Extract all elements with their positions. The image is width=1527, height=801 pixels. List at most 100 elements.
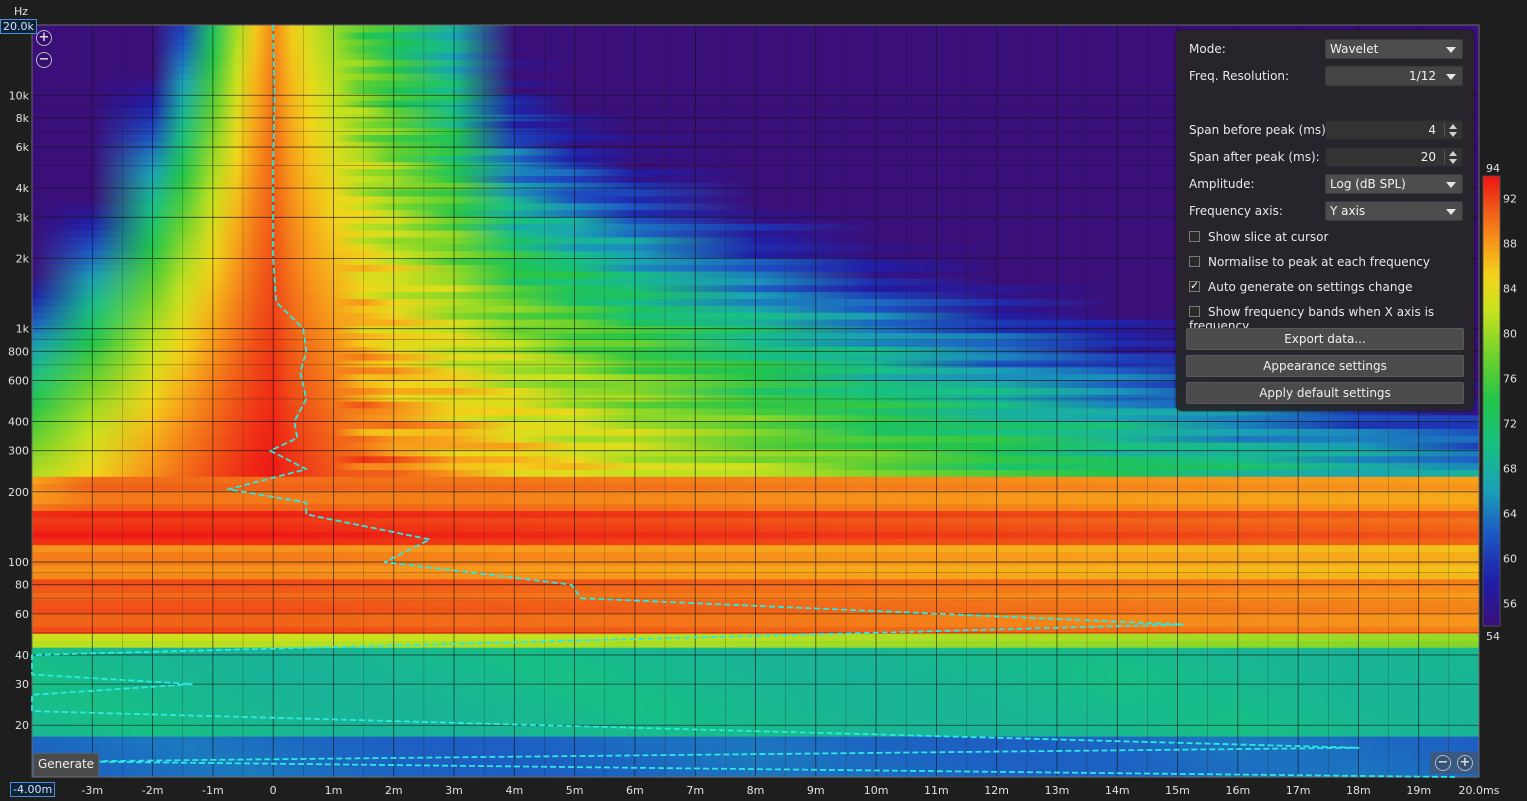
y-tick-label: 400 — [8, 416, 29, 429]
x-tick-label: 9m — [807, 784, 825, 797]
chevron-up-icon[interactable] — [1449, 124, 1457, 129]
y-tick-label: 2k — [16, 252, 30, 265]
x-tick-label: 15m — [1165, 784, 1190, 797]
y-tick-label: 80 — [15, 579, 29, 592]
span-before-stepper[interactable]: 4 — [1325, 120, 1463, 140]
x-tick-label: -3m — [81, 784, 103, 797]
x-tick-label: 18m — [1346, 784, 1371, 797]
x-axis-ticks: -3m -2m -1m 0 1m 2m 3m 4m 5m 6m 7m 8m 9m 10m 11m 12m 13m… — [81, 784, 1499, 797]
colorbar-tick-label: 72 — [1503, 418, 1517, 431]
span-before-value: 4 — [1428, 123, 1436, 137]
peak-trace — [31, 24, 1455, 778]
normalise-checkbox[interactable]: Normalise to peak at each frequency — [1189, 255, 1430, 269]
chevron-down-icon — [1446, 47, 1456, 53]
controls-panel: Mode: Wavelet Freq. Resolution: 1/12 Spa… — [1176, 30, 1474, 411]
colorbar: 92 88 84 80 76 72 68 64 60 56 94 54 — [1482, 162, 1517, 643]
time-cursor-readout: -4.00m — [10, 782, 56, 797]
x-tick-label: 1m — [325, 784, 343, 797]
chevron-down-icon — [1446, 209, 1456, 215]
plot-frame — [31, 24, 1480, 778]
x-tick-label: -1m — [202, 784, 224, 797]
stepper-divider — [1444, 123, 1445, 137]
y-tick-label: 800 — [8, 345, 29, 358]
y-tick-label: 1k — [16, 323, 30, 336]
y-tick-label: 600 — [8, 374, 29, 387]
colorbar-tick-label: 64 — [1503, 508, 1517, 521]
frequency-axis-label: Frequency axis: — [1189, 204, 1283, 218]
x-tick-label: 8m — [747, 784, 765, 797]
y-tick-label: 8k — [16, 112, 30, 125]
y-tick-label: 30 — [15, 678, 29, 691]
x-tick-label: 3m — [445, 784, 463, 797]
apply-defaults-button[interactable]: Apply default settings — [1186, 382, 1464, 404]
x-tick-label: 12m — [984, 784, 1009, 797]
y-tick-label: 20 — [15, 719, 29, 732]
y-tick-label: 40 — [15, 649, 29, 662]
checkbox-label: Normalise to peak at each frequency — [1208, 255, 1430, 269]
y-tick-label: 200 — [8, 486, 29, 499]
x-tick-label: 5m — [566, 784, 584, 797]
x-tick-label: 0 — [270, 784, 277, 797]
colorbar-tick-label: 60 — [1503, 553, 1517, 566]
x-tick-label: -2m — [142, 784, 164, 797]
span-before-label: Span before peak (ms): — [1189, 123, 1330, 137]
span-after-value: 20 — [1420, 150, 1436, 164]
freq-resolution-value: 1/12 — [1409, 69, 1436, 83]
freq-resolution-label: Freq. Resolution: — [1189, 69, 1290, 83]
checkbox-box[interactable] — [1189, 306, 1200, 317]
export-data-button[interactable]: Export data... — [1186, 328, 1464, 350]
x-tick-label: 16m — [1225, 784, 1250, 797]
colorbar-tick-label: 84 — [1503, 283, 1517, 296]
x-tick-label: 11m — [924, 784, 949, 797]
chevron-down-icon[interactable] — [1449, 132, 1457, 137]
checkbox-box[interactable] — [1189, 231, 1200, 242]
auto-generate-checkbox[interactable]: Auto generate on settings change — [1189, 279, 1413, 294]
y-tick-label: 6k — [16, 141, 30, 154]
mode-label: Mode: — [1189, 42, 1226, 56]
span-after-stepper[interactable]: 20 — [1325, 147, 1463, 167]
colorbar-tick-label: 76 — [1503, 373, 1517, 386]
x-tick-label: 17m — [1286, 784, 1311, 797]
amplitude-label: Amplitude: — [1189, 177, 1255, 191]
checkbox-label: Auto generate on settings change — [1208, 280, 1413, 294]
y-tick-label: 60 — [15, 608, 29, 621]
checkbox-box[interactable] — [1189, 256, 1200, 267]
mode-select[interactable]: Wavelet — [1325, 39, 1463, 59]
stepper-divider — [1444, 150, 1445, 164]
colorbar-tick-label: 68 — [1503, 463, 1517, 476]
y-tick-label: 300 — [8, 445, 29, 458]
frequency-axis-select[interactable]: Y axis — [1325, 201, 1463, 221]
x-zoom-controls: − + — [1430, 752, 1478, 774]
chevron-down-icon — [1446, 74, 1456, 80]
grid-lines — [31, 24, 1510, 778]
chevron-up-icon[interactable] — [1449, 151, 1457, 156]
chevron-down-icon[interactable] — [1449, 159, 1457, 164]
x-tick-label: 10m — [864, 784, 889, 797]
x-tick-label: 13m — [1045, 784, 1070, 797]
colorbar-tick-label: 92 — [1503, 193, 1517, 206]
chevron-down-icon — [1446, 182, 1456, 188]
frequency-axis-value: Y axis — [1330, 204, 1366, 218]
zoom-in-icon[interactable]: + — [36, 30, 52, 46]
x-zoom-out-icon[interactable]: − — [1435, 755, 1451, 771]
x-tick-label: 14m — [1105, 784, 1130, 797]
show-slice-checkbox[interactable]: Show slice at cursor — [1189, 230, 1328, 244]
y-tick-label: 3k — [16, 211, 30, 224]
colorbar-min-label: 54 — [1486, 630, 1500, 643]
amplitude-select[interactable]: Log (dB SPL) — [1325, 174, 1463, 194]
appearance-settings-button[interactable]: Appearance settings — [1186, 355, 1464, 377]
span-after-label: Span after peak (ms): — [1189, 150, 1320, 164]
colorbar-tick-label: 80 — [1503, 328, 1517, 341]
checkbox-box[interactable] — [1189, 279, 1200, 292]
x-zoom-in-icon[interactable]: + — [1457, 755, 1473, 771]
x-tick-label: 6m — [626, 784, 644, 797]
zoom-out-icon[interactable]: − — [36, 52, 52, 68]
generate-button[interactable]: Generate — [33, 753, 100, 777]
colorbar-tick-label: 56 — [1503, 598, 1517, 611]
y-tick-label: 10k — [9, 89, 30, 102]
freq-resolution-select[interactable]: 1/12 — [1325, 66, 1463, 86]
peak-trace-line — [31, 24, 1455, 778]
amplitude-value: Log (dB SPL) — [1330, 177, 1406, 191]
